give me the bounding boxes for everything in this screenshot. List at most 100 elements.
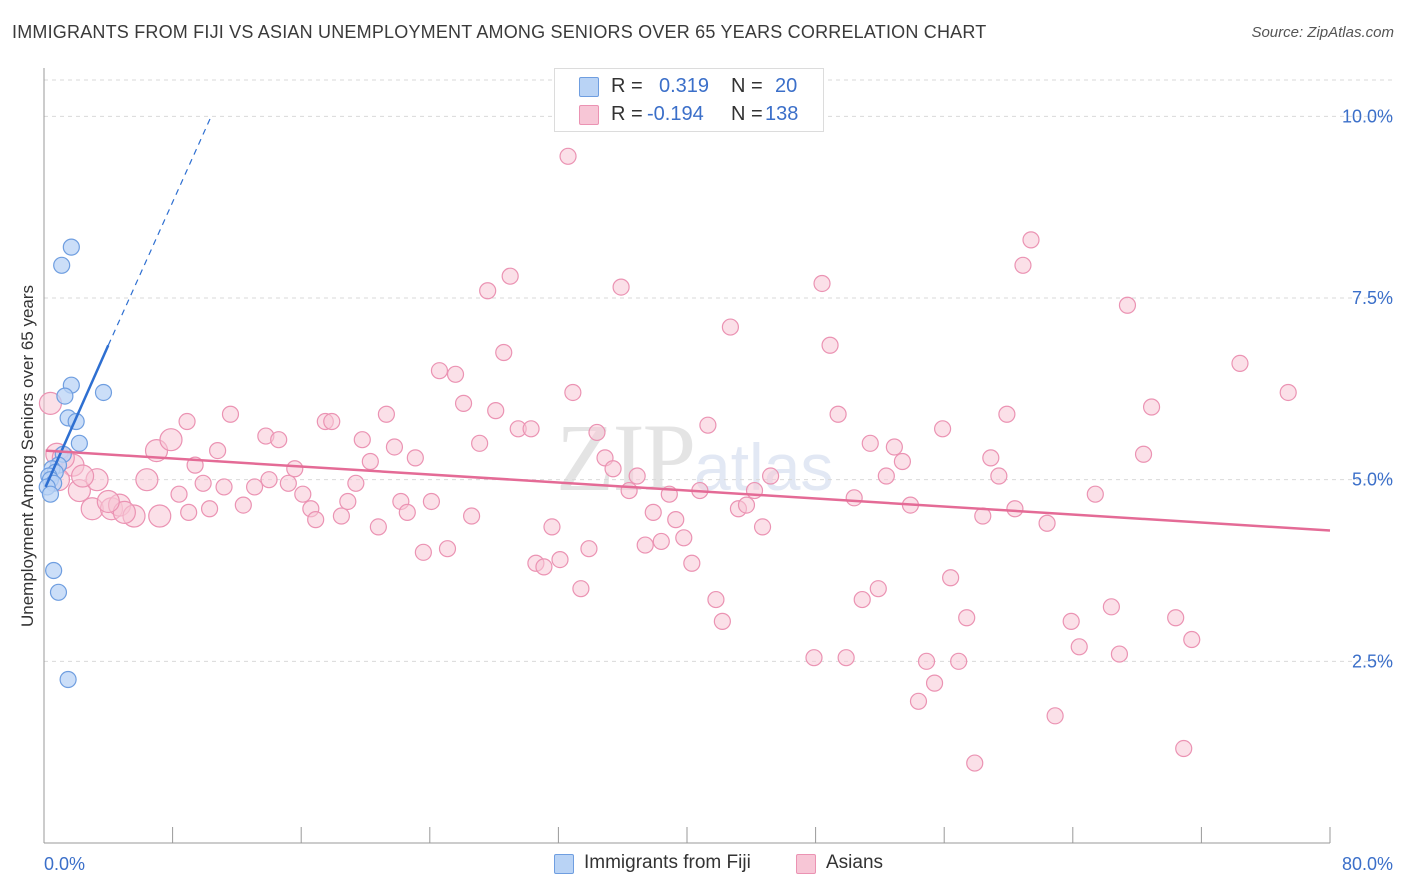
fiji-trend-extension [107, 116, 212, 346]
asians-point [893, 452, 912, 471]
y-tick-label: 7.5% [1352, 288, 1393, 308]
asians-point [430, 362, 449, 380]
bottom-asians-label: Asians [826, 852, 884, 873]
asians-point [620, 481, 638, 500]
asians-point [1279, 383, 1297, 402]
asians-point [721, 318, 740, 336]
asians-point [180, 503, 198, 521]
asians-point [958, 609, 976, 627]
fiji-point [49, 583, 68, 601]
asians-point [323, 412, 341, 431]
asians-point [644, 503, 662, 521]
legend-asians-r-label: R = [611, 103, 643, 125]
asians-point [347, 474, 365, 492]
y-tick-label: 5.0% [1352, 470, 1393, 490]
asians-point [588, 423, 606, 442]
bottom-legend-fiji: Immigrants from Fiji [554, 852, 751, 874]
asians-point [982, 449, 1000, 467]
asians-point [877, 467, 895, 485]
fiji-point [41, 485, 60, 503]
asians-points [38, 147, 1297, 772]
asians-point [454, 394, 473, 412]
fiji-trend-line [44, 344, 110, 488]
legend-asians-n-value: 138 [765, 103, 799, 125]
asians-point [805, 649, 823, 667]
asians-point [385, 438, 404, 456]
label-layer: 2.5% 5.0% 7.5% 10.0% 0.0% 80.0% Unemployment A… [18, 106, 1393, 874]
asians-point [853, 590, 871, 609]
legend-fiji-r-label: R = [611, 75, 643, 97]
asians-point [933, 420, 952, 438]
asians-point [628, 467, 646, 485]
asians-point [112, 500, 136, 524]
fiji-point [94, 383, 113, 402]
asians-point [1118, 296, 1137, 314]
asians-point [869, 580, 887, 598]
legend-fiji-n-value: 20 [775, 75, 798, 97]
asians-point [1102, 598, 1120, 616]
asians-point [861, 434, 879, 452]
asians-point [471, 434, 489, 452]
asians-point [70, 464, 95, 488]
asians-point [1175, 739, 1193, 758]
fiji-point [62, 238, 80, 256]
bottom-fiji-swatch [554, 854, 574, 874]
asians-point [479, 282, 497, 300]
asians-point [813, 274, 831, 293]
asians-point [294, 485, 312, 503]
y-axis-label: Unemployment Among Seniors over 65 years [18, 285, 37, 627]
asians-point [551, 550, 569, 569]
asians-point [279, 474, 297, 492]
fiji-point [56, 387, 74, 405]
asians-point [950, 652, 968, 670]
asians-point [414, 543, 432, 561]
asians-point [462, 507, 481, 525]
asians-point [837, 649, 855, 667]
asians-point [885, 438, 903, 456]
asians-point [96, 489, 120, 514]
asians-point [966, 754, 984, 772]
asians-point [559, 147, 577, 165]
asians-point [1006, 500, 1024, 518]
asians-point [438, 540, 457, 558]
asians-point [572, 580, 590, 598]
asians-trend-line [45, 449, 1331, 532]
source-label: Source: ZipAtlas.com [1251, 24, 1394, 41]
asians-point [221, 405, 240, 423]
asians-point [652, 532, 670, 551]
asians-point [761, 467, 780, 485]
asians-point [487, 402, 505, 420]
asians-point [1183, 630, 1201, 649]
asians-point [178, 412, 196, 431]
legend-asians-r-value: -0.194 [647, 103, 704, 125]
asians-point [260, 471, 278, 489]
asians-point [234, 496, 252, 514]
legend: R = 0.319 N = 20 R = -0.194 N = 138 [554, 68, 824, 132]
asians-point [917, 652, 936, 670]
asians-point [522, 420, 540, 438]
asians-point [209, 442, 227, 460]
asians-point [270, 431, 288, 449]
asians-point [1014, 256, 1032, 274]
asians-point [215, 478, 233, 496]
asians-point [159, 428, 183, 452]
asians-point [148, 504, 172, 528]
x-tick-label: 0.0% [44, 854, 85, 874]
asians-point [564, 383, 582, 402]
fiji-point [70, 434, 88, 452]
asians-point [535, 558, 553, 576]
asians-point [1142, 398, 1161, 416]
fiji-swatch [579, 77, 599, 97]
asians-point [422, 492, 441, 511]
asians-point [1022, 231, 1040, 249]
asians-point [446, 365, 465, 383]
asians-point [990, 467, 1008, 485]
asians-point [286, 460, 304, 478]
asians-point [909, 692, 928, 710]
asians-point [1110, 645, 1129, 663]
asians-point [369, 518, 387, 536]
asians-point [307, 511, 325, 529]
asians-point [1070, 638, 1088, 656]
asians-point [675, 529, 693, 547]
asians-point [398, 503, 416, 521]
